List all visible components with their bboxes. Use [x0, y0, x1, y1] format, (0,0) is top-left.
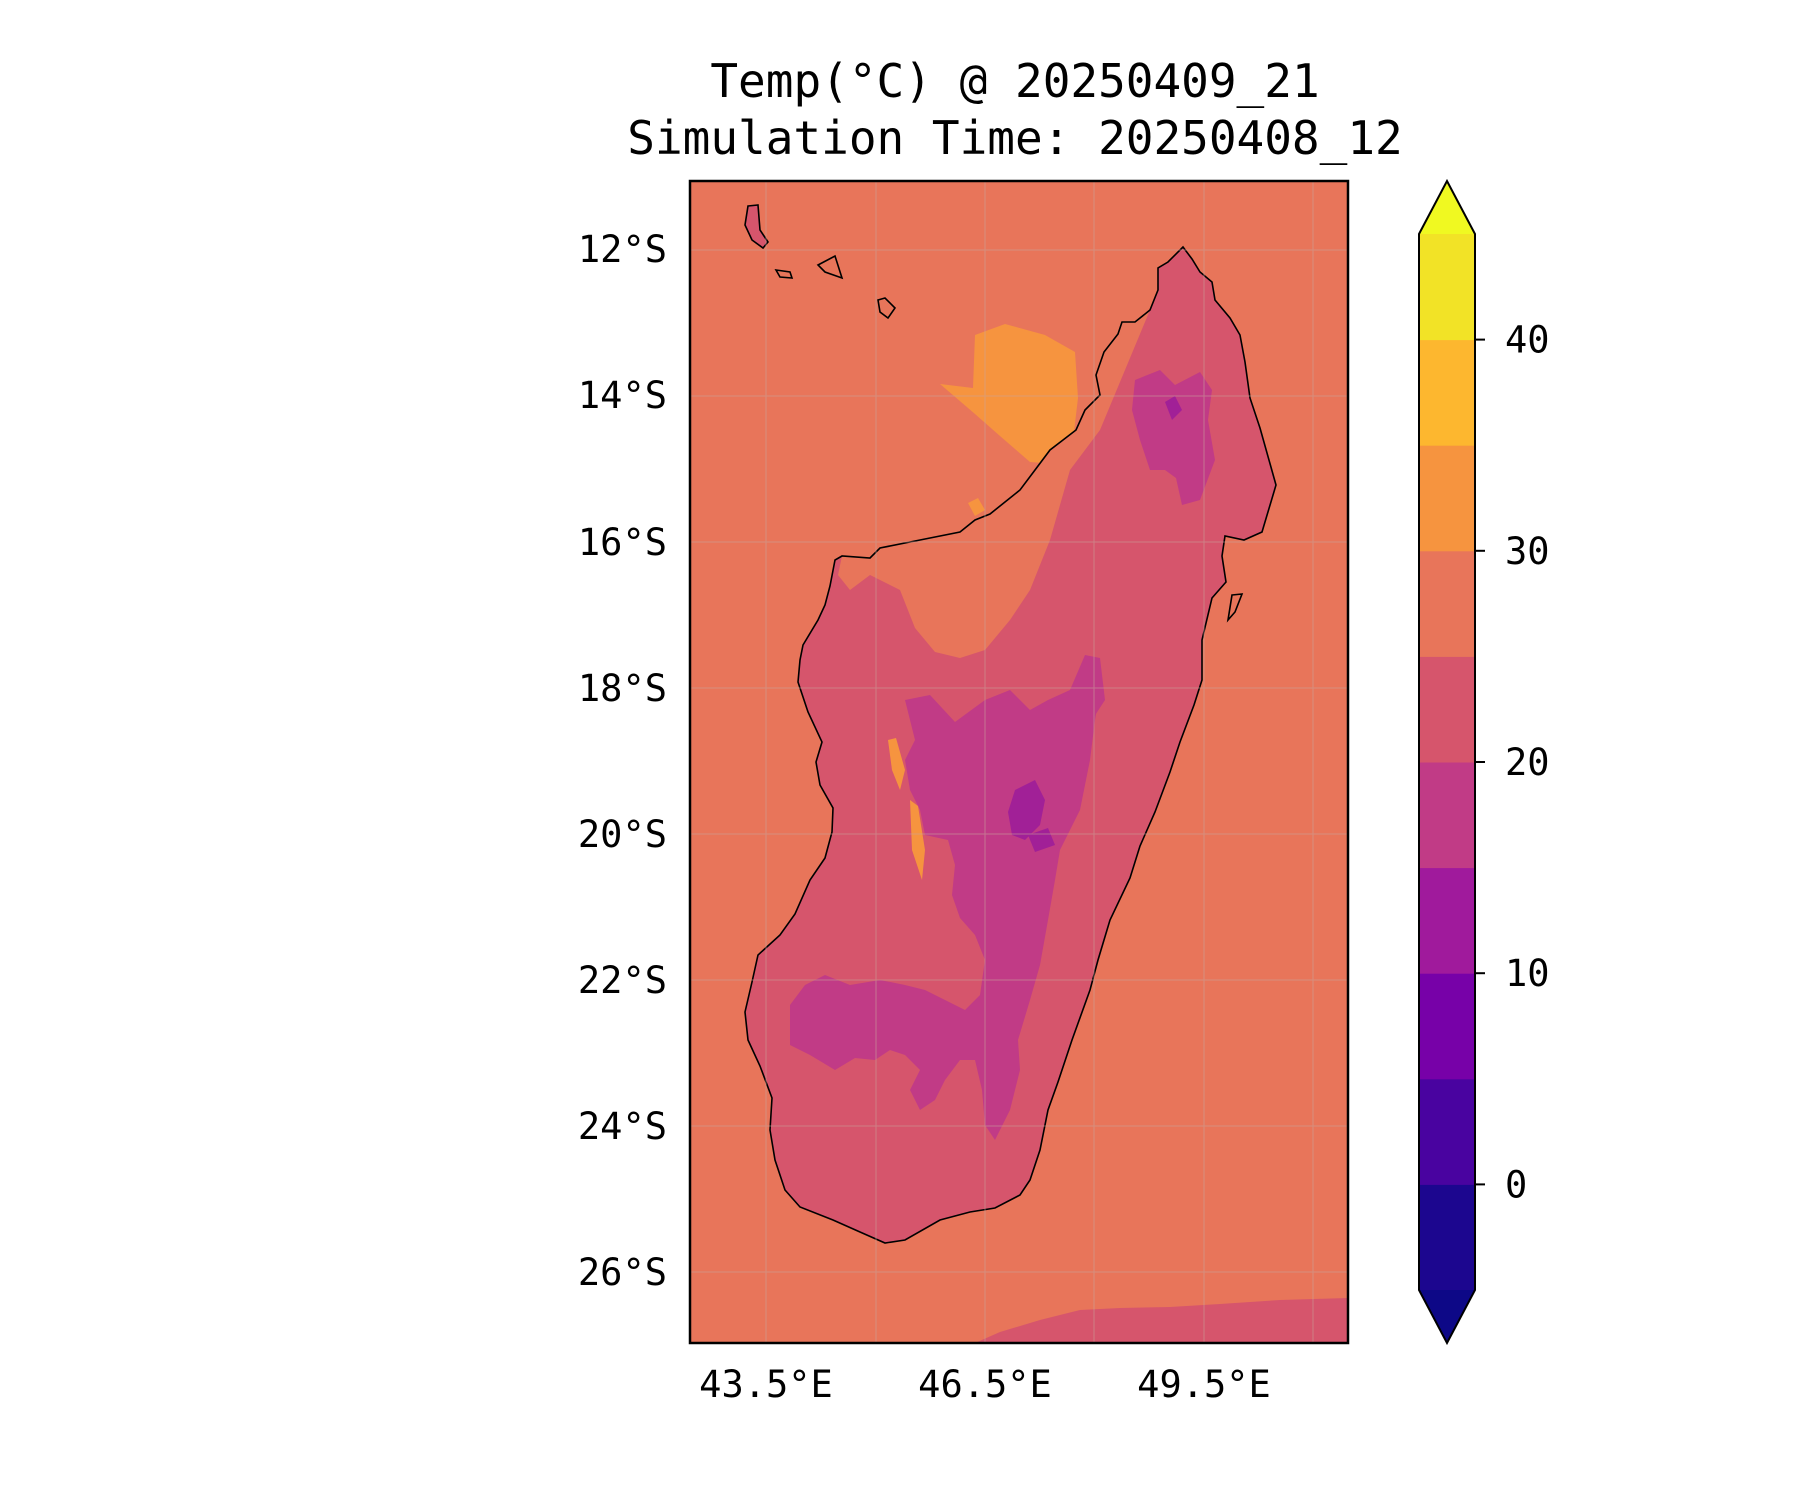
title-line-2: Simulation Time: 20250408_12	[627, 111, 1402, 165]
lat-label: 24°S	[578, 1105, 667, 1148]
lon-label: 43.5°E	[699, 1363, 833, 1406]
lat-label: 20°S	[578, 813, 667, 856]
colorbar-tick-label: 0	[1505, 1163, 1527, 1206]
colorbar-tick-label: 40	[1505, 319, 1550, 362]
map-panel	[690, 181, 1348, 1343]
central-highland	[790, 668, 1100, 1140]
comoros-moheli	[774, 268, 794, 279]
colorbar-band	[1419, 445, 1475, 552]
colorbar-band	[1419, 762, 1475, 869]
colorbar-band	[1419, 867, 1475, 974]
coastline	[744, 245, 1277, 1244]
latitude-labels: 12°S 14°S 16°S 18°S 20°S 22°S 24°S 26°S	[578, 228, 667, 1294]
northern-highland	[1132, 370, 1215, 505]
lat-label: 16°S	[578, 521, 667, 564]
colorbar-outline	[1418, 178, 1476, 1346]
colorbar-band	[1419, 973, 1475, 1080]
warm-bay-area	[940, 324, 1078, 464]
lat-label: 12°S	[578, 228, 667, 271]
peak-tsaratanana	[1165, 396, 1182, 420]
peak-ankaratra	[1008, 780, 1045, 840]
sainte-marie	[1226, 593, 1244, 623]
lon-label: 46.5°E	[918, 1363, 1052, 1406]
colorbar-band	[1419, 234, 1475, 341]
colorbar-tick-label: 30	[1505, 530, 1550, 573]
colorbar: 0 10 20 30 40	[1418, 178, 1550, 1346]
colorbar-tick-label: 10	[1505, 952, 1550, 995]
mayotte	[877, 297, 897, 320]
lat-label: 26°S	[578, 1251, 667, 1294]
colorbar-tick-label: 20	[1505, 741, 1550, 784]
colorbar-band	[1419, 1184, 1475, 1291]
colorbar-over-triangle	[1419, 181, 1475, 234]
interior-warm-stripe	[888, 738, 905, 790]
lat-label: 14°S	[578, 374, 667, 417]
west-warm-strip	[838, 310, 1150, 658]
lat-label: 22°S	[578, 959, 667, 1002]
warm-bay-spot	[968, 498, 985, 516]
southern-cool-band	[975, 1298, 1348, 1343]
lat-label: 18°S	[578, 667, 667, 710]
comoros-anjouan	[816, 254, 844, 280]
gridlines	[690, 181, 1348, 1343]
interior-warm-stripe-2	[910, 800, 925, 880]
lon-label: 49.5°E	[1137, 1363, 1271, 1406]
map-frame	[688, 179, 1350, 1345]
longitude-labels: 43.5°E 46.5°E 49.5°E	[699, 1363, 1271, 1406]
title-line-1: Temp(°C) @ 20250409_21	[710, 54, 1319, 108]
colorbar-under-triangle	[1419, 1290, 1475, 1343]
colorbar-band	[1419, 339, 1475, 446]
colorbar-band	[1419, 1078, 1475, 1185]
colorbar-band	[1419, 656, 1475, 763]
colorbar-band	[1419, 550, 1475, 657]
